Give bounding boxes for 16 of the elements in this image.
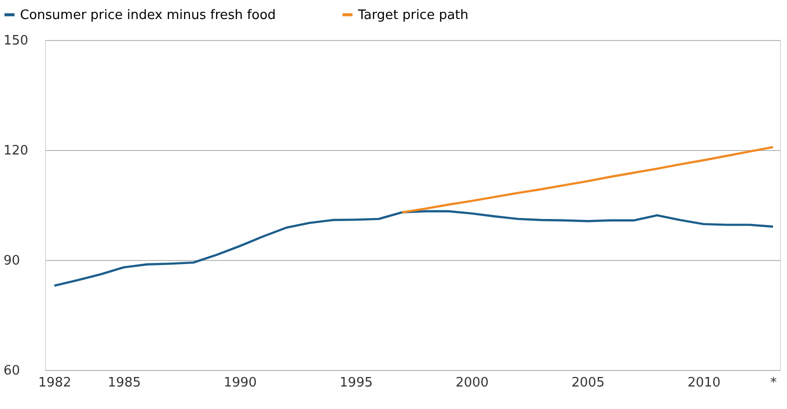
x-tick-label: 2005 (572, 376, 605, 390)
x-tick-label: 1995 (340, 376, 373, 390)
x-tick-label: 1982 (38, 376, 72, 390)
y-tick-label: 60 (4, 364, 20, 378)
x-tick-label: 1985 (108, 376, 141, 390)
legend-label: Consumer price index minus fresh food (20, 8, 276, 23)
y-tick-label: 120 (4, 144, 28, 158)
legend-label: Target price path (357, 8, 468, 23)
x-tick-label: 2010 (687, 376, 721, 390)
x-tick-label: * (770, 376, 778, 390)
y-tick-label: 150 (4, 34, 28, 48)
line-series (53, 210, 774, 287)
x-tick-label: 1990 (224, 376, 257, 390)
y-tick-label: 90 (4, 254, 20, 268)
x-tick-label: 2000 (456, 376, 489, 390)
line-series (400, 146, 774, 214)
